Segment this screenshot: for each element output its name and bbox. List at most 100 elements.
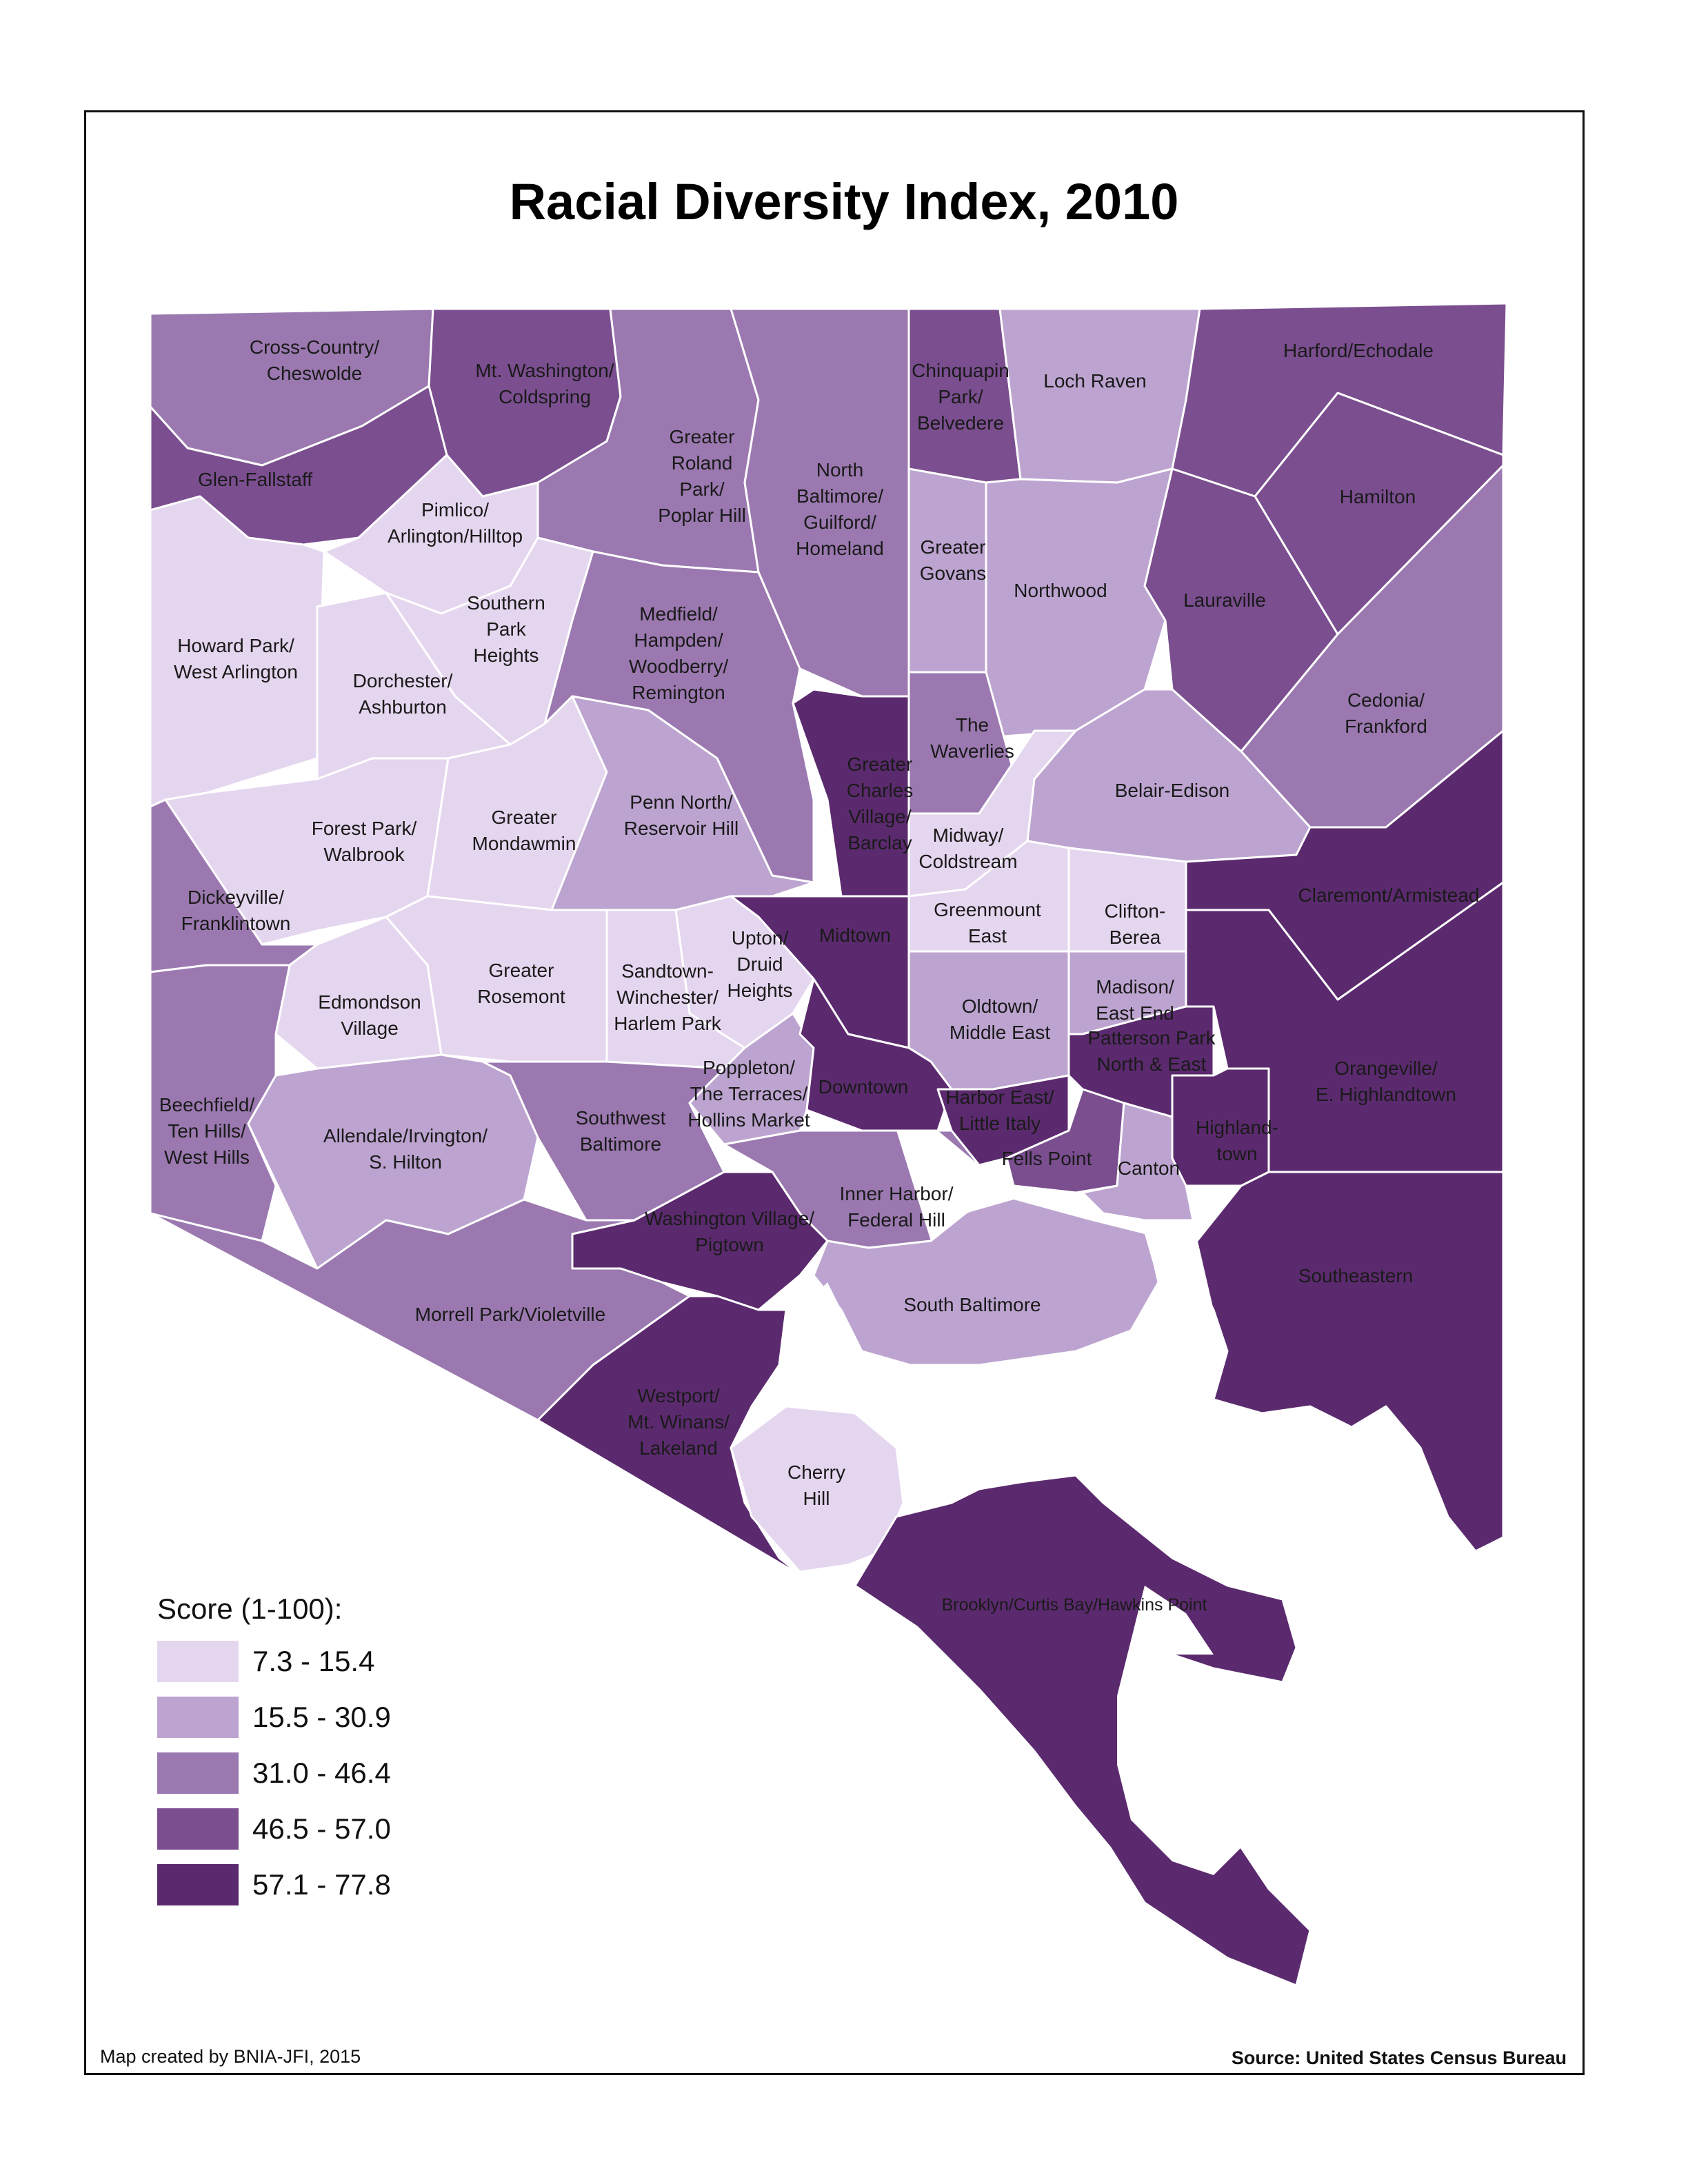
label-line: Cheswolde xyxy=(267,363,363,384)
legend-row: 7.3 - 15.4 xyxy=(157,1641,391,1682)
label-line: Midway/ xyxy=(933,825,1004,846)
legend-row: 46.5 - 57.0 xyxy=(157,1808,391,1850)
label-line: Greater xyxy=(670,426,735,447)
label-midway-coldstream: Midway/Coldstream xyxy=(918,825,1017,872)
label-line: Greenmount xyxy=(934,899,1041,920)
label-madison-east-end: Madison/East End xyxy=(1096,976,1174,1024)
region-allendale-irvington-s-hilton xyxy=(247,1053,539,1270)
label-washington-village-pigtown: Washington Village/Pigtown xyxy=(645,1208,814,1255)
label-glen-fallstaff: Glen-Fallstaff xyxy=(198,469,312,490)
label-line: Brooklyn/Curtis Bay/Hawkins Point xyxy=(942,1595,1207,1615)
label-sandtown-winchester-harlem-park: Sandtown- Winchester/Harlem Park xyxy=(614,960,722,1034)
label-line: Howard Park/ xyxy=(177,635,294,656)
label-line: Fells Point xyxy=(1002,1148,1092,1169)
label-line: Washington Village/ xyxy=(645,1208,814,1229)
neighborhood-polygons xyxy=(149,302,1508,1987)
label-line: Patterson Park xyxy=(1087,1027,1216,1049)
label-greenmount-east: Greenmount East xyxy=(934,899,1041,947)
region-brooklyn-curtis-bay-hawkins-point xyxy=(854,1474,1312,1987)
label-line: Ashburton xyxy=(359,696,447,718)
map-source: Source: United States Census Bureau xyxy=(1231,2048,1567,2068)
label-line: Southeastern xyxy=(1298,1265,1414,1286)
label-line: Coldstream xyxy=(918,851,1017,872)
water-body-2 xyxy=(1117,1586,1241,1875)
label-line: Cross-Country/ xyxy=(250,336,379,358)
label-line: Park/ xyxy=(938,386,983,407)
label-line: Cedonia/ xyxy=(1347,689,1425,711)
label-line: Lauraville xyxy=(1183,589,1266,611)
label-line: Guilford/ xyxy=(803,512,876,533)
label-line: Little Italy xyxy=(959,1113,1041,1134)
label-line: Dorchester/ xyxy=(353,670,453,691)
label-line: Sandtown- xyxy=(621,960,714,982)
label-line: Orangeville/ xyxy=(1334,1058,1438,1079)
label-line: Village xyxy=(341,1018,399,1039)
label-line: North & East xyxy=(1097,1053,1207,1075)
label-greater-charles-village-barclay: Greater Charles Village/Barclay xyxy=(847,754,913,853)
label-dickeyville-franklintown: Dickeyville/Franklintown xyxy=(181,887,291,934)
label-line: East xyxy=(968,925,1007,947)
label-line: West Hills xyxy=(164,1146,250,1168)
legend-swatch xyxy=(157,1641,239,1682)
label-line: Lakeland xyxy=(639,1437,718,1459)
label-pimlico-arlington-hilltop: Pimlico/Arlington/Hilltop xyxy=(388,499,523,547)
label-the-waverlies: The Waverlies xyxy=(930,714,1014,762)
label-brooklyn-curtis-bay-hawkins-point: Brooklyn/Curtis Bay/Hawkins Point xyxy=(942,1595,1207,1615)
label-patterson-park-north-east: Patterson Park North & East xyxy=(1087,1027,1216,1075)
label-line: Hamilton xyxy=(1340,486,1416,507)
label-line: Heights xyxy=(727,980,793,1001)
label-line: South Baltimore xyxy=(903,1294,1041,1315)
label-north-baltimore-guilford-homeland: North Baltimore/Guilford/Homeland xyxy=(796,459,884,559)
label-line: Woodberry/ xyxy=(629,656,728,677)
label-line: Barclay xyxy=(847,832,912,853)
label-line: S. Hilton xyxy=(369,1151,442,1173)
legend-label: 46.5 - 57.0 xyxy=(252,1812,391,1845)
label-greater-roland-park-poplar-hill: Greater Roland Park/Poplar Hill xyxy=(658,426,746,526)
label-lauraville: Lauraville xyxy=(1183,589,1266,611)
label-canton: Canton xyxy=(1118,1157,1180,1179)
label-harbor-east-little-italy: Harbor East/Little Italy xyxy=(945,1086,1054,1134)
label-medfield-hampden-woodberry-remington: Medfield/Hampden/Woodberry/Remington xyxy=(629,603,728,703)
label-line: Southern xyxy=(467,592,545,614)
label-line: Edmondson xyxy=(318,991,421,1013)
label-highlandtown: Highland-town xyxy=(1196,1117,1278,1164)
label-line: Glen-Fallstaff xyxy=(198,469,312,490)
label-line: Federal Hill xyxy=(847,1209,945,1231)
label-line: Morrell Park/Violetville xyxy=(415,1304,605,1325)
label-greater-mondawmin: Greater Mondawmin xyxy=(472,807,576,854)
neighborhood-labels: Cross-Country/Cheswolde Mt. Washington/Co… xyxy=(159,336,1480,1615)
label-line: Poppleton/ xyxy=(703,1057,795,1078)
label-line: Harlem Park xyxy=(614,1013,722,1034)
label-line: Coldspring xyxy=(499,386,591,407)
legend-row: 31.0 - 46.4 xyxy=(157,1752,391,1794)
legend-label: 57.1 - 77.8 xyxy=(252,1868,391,1901)
label-cedonia-frankford: Cedonia/Frankford xyxy=(1345,689,1427,737)
label-line: Winchester/ xyxy=(616,987,719,1008)
label-line: Village/ xyxy=(848,806,912,827)
label-line: Chinquapin xyxy=(912,360,1009,381)
region-edmondson-village xyxy=(274,916,443,1070)
label-line: Beechfield/ xyxy=(159,1094,255,1115)
label-line: Greater xyxy=(921,536,986,558)
label-line: Madison/ xyxy=(1096,976,1174,998)
label-line: Franklintown xyxy=(181,913,291,934)
label-howard-park-west-arlington: Howard Park/West Arlington xyxy=(174,635,298,682)
label-cross-country-cheswolde: Cross-Country/Cheswolde xyxy=(250,336,379,384)
label-line: Harford/Echodale xyxy=(1283,340,1434,361)
label-line: town xyxy=(1216,1143,1257,1164)
map-credit: Map created by BNIA-JFI, 2015 xyxy=(100,2046,361,2067)
label-line: Walbrook xyxy=(323,844,405,865)
label-line: Hampden/ xyxy=(634,629,723,651)
label-upton-druid-heights: Upton/Druid Heights xyxy=(727,927,793,1001)
label-line: Middle East xyxy=(950,1022,1051,1043)
label-line: Medfield/ xyxy=(639,603,718,625)
label-midtown: Midtown xyxy=(819,924,891,946)
label-line: Dickeyville/ xyxy=(188,887,284,908)
label-poppleton-the-terraces-hollins-market: Poppleton/The Terraces/Hollins Market xyxy=(687,1057,810,1131)
label-southern-park-heights: Southern Park Heights xyxy=(467,592,545,666)
label-line: Park/ xyxy=(679,478,725,500)
label-line: Allendale/Irvington/ xyxy=(323,1125,488,1146)
legend-swatch xyxy=(157,1752,239,1794)
label-forest-park-walbrook: Forest Park/Walbrook xyxy=(312,818,417,865)
label-line: West Arlington xyxy=(174,661,298,682)
